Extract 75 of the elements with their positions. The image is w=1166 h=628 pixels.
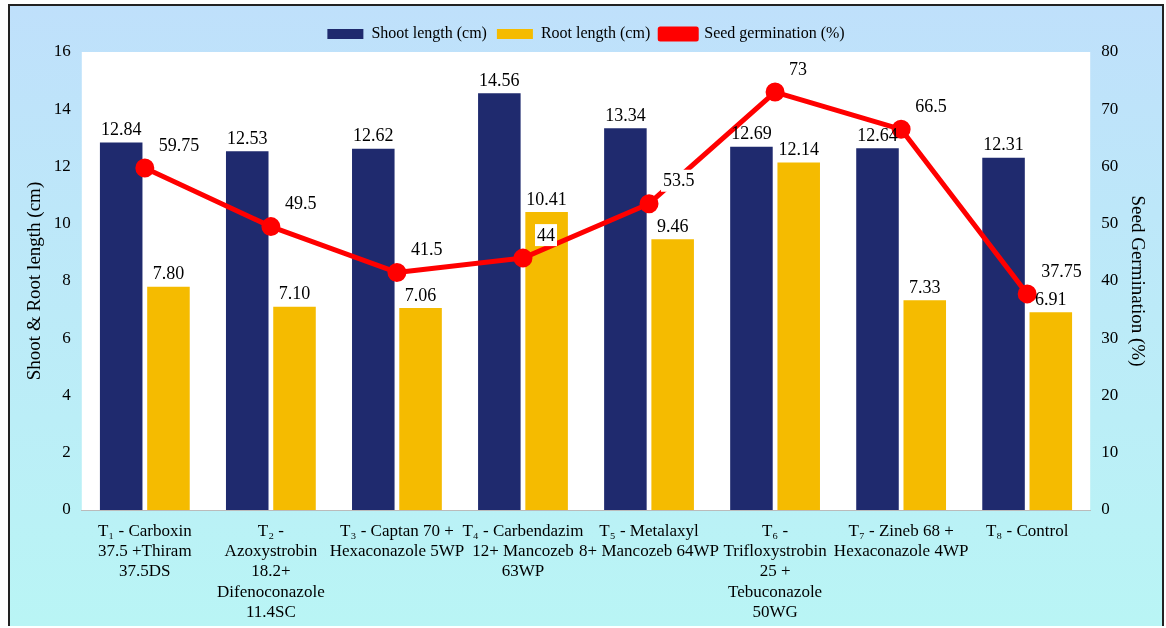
legend-label: Seed germination (%) [704, 24, 845, 43]
data-label: 59.75 [158, 134, 200, 155]
data-label: 44 [536, 224, 555, 245]
bar [99, 142, 143, 510]
data-label: 12.64 [857, 124, 898, 145]
y2-tick-label: 20 [1101, 384, 1119, 404]
data-label: 9.46 [656, 215, 689, 236]
y2-axis-title: Seed Germination (%) [1126, 195, 1149, 367]
data-label: 12.31 [983, 134, 1024, 155]
data-label: 12.14 [778, 139, 819, 160]
x-tick-label: T₆ - Trifloxystrobin 25 + Tebuconazole 50WG [723, 520, 828, 622]
data-label: 66.5 [915, 96, 947, 117]
bar [147, 286, 190, 510]
point [513, 248, 533, 268]
data-label: 13.34 [605, 104, 646, 125]
point [261, 217, 281, 237]
bar [525, 212, 568, 510]
point [639, 194, 659, 214]
data-label: 53.5 [663, 170, 695, 191]
data-label: 6.91 [1035, 288, 1067, 309]
y-tick-label: 2 [62, 442, 71, 462]
data-label: 14.56 [479, 69, 520, 90]
bar [856, 148, 899, 510]
data-label: 7.06 [404, 284, 437, 305]
data-label: 12.53 [226, 128, 268, 149]
legend-label: Root length (cm) [540, 24, 651, 43]
y-tick-label: 10 [53, 213, 71, 233]
point [387, 262, 407, 282]
y2-tick-label: 60 [1101, 155, 1119, 175]
bar [777, 162, 820, 510]
x-tick-label: T₈ - Control [985, 520, 1069, 540]
bar [399, 307, 442, 510]
y-tick-label: 12 [53, 155, 71, 175]
y-tick-label: 0 [62, 499, 71, 519]
x-tick-label: T₇ - Zineb 68 + Hexaconazole 4WP [833, 520, 969, 561]
y2-tick-label: 80 [1101, 41, 1119, 61]
data-label: 10.41 [526, 188, 567, 209]
bar [352, 148, 395, 510]
y-tick-label: 14 [53, 98, 72, 118]
x-tick-label: T₁ - Carboxin 37.5 +Thiram 37.5DS [97, 520, 193, 581]
y-tick-label: 6 [62, 327, 71, 347]
bar [982, 157, 1025, 510]
bar [273, 306, 316, 510]
data-label: 7.10 [278, 283, 311, 304]
y2-tick-label: 30 [1101, 327, 1119, 347]
y2-tick-label: 10 [1101, 442, 1119, 462]
data-label: 12.62 [353, 125, 394, 146]
y-tick-label: 4 [62, 384, 72, 404]
bar [903, 300, 947, 510]
data-label: 37.75 [1041, 260, 1082, 281]
point [1017, 284, 1037, 304]
bar [225, 151, 269, 510]
data-label: 7.33 [909, 276, 941, 297]
data-label: 12.84 [100, 119, 142, 140]
bar [651, 239, 694, 510]
bar [604, 128, 647, 510]
bar [478, 93, 521, 510]
y-tick-label: 16 [53, 41, 71, 61]
point [765, 82, 785, 102]
data-label: 12.69 [731, 123, 772, 144]
data-label: 41.5 [410, 239, 443, 260]
data-label: 7.80 [152, 263, 185, 284]
legend-label: Shoot length (cm) [371, 24, 487, 43]
bar [1029, 312, 1073, 510]
y2-tick-label: 0 [1101, 499, 1110, 519]
data-label: 73 [789, 58, 808, 79]
point [135, 158, 155, 178]
y-axis-title: Shoot & Root length (cm) [23, 181, 46, 381]
y2-tick-label: 50 [1101, 213, 1119, 233]
x-tick-label: T₂ - Azoxystrobin 18.2+ Difenoconazole 11.4SC [217, 520, 325, 622]
data-label: 49.5 [284, 193, 317, 214]
y-tick-label: 8 [62, 270, 71, 290]
y2-tick-label: 70 [1101, 98, 1119, 118]
bar [730, 146, 773, 510]
y2-tick-label: 40 [1101, 270, 1119, 290]
